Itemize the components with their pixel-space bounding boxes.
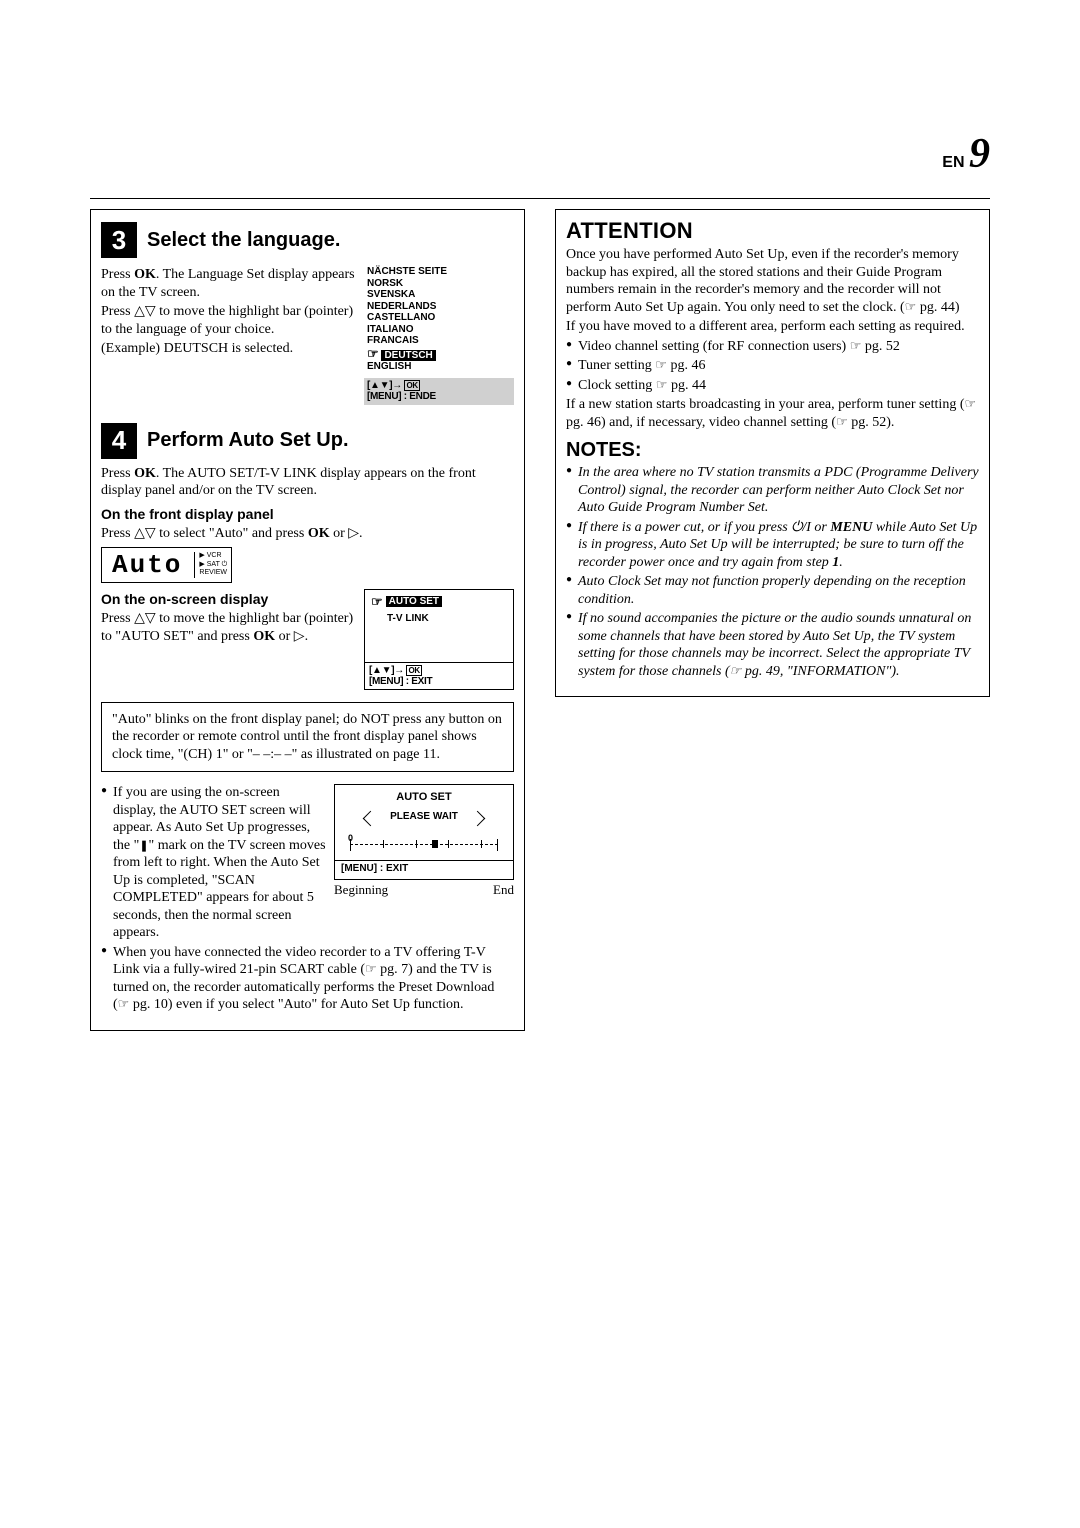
- down-icon: [382, 665, 392, 676]
- attn-bullets: Video channel setting (for RF connection…: [566, 338, 979, 395]
- page-ref-icon: [365, 962, 377, 977]
- pointer-icon: [371, 594, 383, 610]
- attn-p3: If a new station starts broadcasting in …: [566, 396, 979, 431]
- notes-list: In the area where no TV station transmit…: [566, 464, 979, 680]
- page-number: EN 9: [90, 130, 990, 178]
- attn-p1: Once you have performed Auto Set Up, eve…: [566, 246, 979, 316]
- down-icon: [380, 380, 390, 391]
- note2: If there is a power cut, or if you press…: [566, 519, 979, 572]
- triangle-down-icon: [145, 611, 156, 626]
- front-panel-heading: On the front display panel: [101, 506, 514, 524]
- step3-text: Press OK. The Language Set display appea…: [101, 264, 356, 360]
- page-columns: 3 Select the language. Press OK. The Lan…: [90, 209, 990, 1031]
- attention-title: ATTENTION: [566, 218, 979, 244]
- step4-header: 4 Perform Auto Set Up.: [101, 423, 514, 459]
- note4: If no sound accompanies the picture or t…: [566, 610, 979, 680]
- tv-autoset-menu: AUTO SET T-V LINK []→ OK [MENU] : EXIT: [364, 589, 514, 690]
- page-en: EN: [942, 154, 964, 171]
- tv-footer: []→ OK [MENU] : EXIT: [365, 662, 513, 689]
- triangle-up-icon: [134, 526, 145, 541]
- attn-b2: Tuner setting pg. 46: [566, 357, 979, 375]
- language-footer: []→ OK [MENU] : ENDE: [364, 378, 514, 405]
- segment-display: Auto ▶ VCR▶ SAT ⏻REVIEW: [101, 547, 232, 583]
- page-ref-icon: [656, 378, 668, 393]
- right-column: ATTENTION Once you have performed Auto S…: [555, 209, 990, 697]
- page-ref-icon: [730, 664, 742, 679]
- page-ref-icon: [655, 358, 667, 373]
- language-list: NÄCHSTE SEITENORSKSVENSKANEDERLANDSCASTE…: [364, 264, 514, 375]
- progress-stack: AUTO SET PLEASE WAIT 0 [MEN: [334, 784, 514, 898]
- step4-bullet2: When you have connected the video record…: [101, 944, 514, 1014]
- step4-number: 4: [101, 423, 137, 459]
- triangle-up-icon: [134, 611, 145, 626]
- step3-p2: Press to move the highlight bar (pointer…: [101, 303, 356, 338]
- progress-footer: [MENU] : EXIT: [335, 860, 513, 878]
- osd-paragraph: Press to move the highlight bar (pointer…: [101, 610, 356, 645]
- page-num: 9: [969, 131, 990, 177]
- step4-bullets: If you are using the on-screen display, …: [101, 784, 514, 1014]
- advice-box: "Auto" blinks on the front display panel…: [101, 702, 514, 773]
- up-icon: [372, 665, 382, 676]
- page-ref-icon: [850, 339, 862, 354]
- stop-mark-icon: [139, 838, 148, 853]
- ok-icon: OK: [406, 665, 421, 676]
- triangle-right-icon: [294, 629, 305, 644]
- page-ref-icon: [836, 415, 848, 430]
- progress-bar: 0: [342, 836, 506, 858]
- progress-screen: AUTO SET PLEASE WAIT 0 [MEN: [334, 784, 514, 880]
- step4-bullet1: If you are using the on-screen display, …: [101, 784, 514, 942]
- page-ref-icon: [964, 397, 976, 412]
- osd-row: On the on-screen display Press to move t…: [101, 589, 514, 690]
- segment-text: Auto: [106, 550, 188, 580]
- note3: Auto Clock Set may not function properly…: [566, 573, 979, 608]
- step3-title: Select the language.: [147, 229, 340, 252]
- attn-b1: Video channel setting (for RF connection…: [566, 338, 979, 356]
- note1: In the area where no TV station transmit…: [566, 464, 979, 517]
- attn-b3: Clock setting pg. 44: [566, 377, 979, 395]
- step3-header: 3 Select the language.: [101, 222, 514, 258]
- step3-number: 3: [101, 222, 137, 258]
- triangle-up-icon: [134, 304, 145, 319]
- step4-title: Perform Auto Set Up.: [147, 429, 349, 452]
- power-icon: [791, 520, 802, 535]
- triangle-down-icon: [145, 304, 156, 319]
- triangle-down-icon: [145, 526, 156, 541]
- segment-side: ▶ VCR▶ SAT ⏻REVIEW: [194, 552, 227, 577]
- osd-heading: On the on-screen display: [101, 591, 356, 609]
- step3-example: (Example) DEUTSCH is selected.: [101, 340, 356, 358]
- tv-item-tvlink: T-V LINK: [371, 613, 507, 624]
- attn-p2: If you have moved to a different area, p…: [566, 318, 979, 336]
- step3-body: Press OK. The Language Set display appea…: [101, 264, 514, 405]
- step4-line1: Press OK. The AUTO SET/T-V LINK display …: [101, 465, 514, 500]
- language-menu: NÄCHSTE SEITENORSKSVENSKANEDERLANDSCASTE…: [364, 264, 514, 405]
- progress-mark: [432, 840, 438, 848]
- left-column: 3 Select the language. Press OK. The Lan…: [90, 209, 525, 1031]
- ok-icon: OK: [404, 380, 419, 391]
- please-wait: PLEASE WAIT: [343, 811, 505, 824]
- page-ref-icon: [118, 997, 130, 1012]
- page-ref-icon: [905, 300, 917, 315]
- front-panel-text: Press to select "Auto" and press OK or .: [101, 525, 514, 543]
- beg-end-labels: Beginning End: [334, 880, 514, 898]
- top-rule: [90, 198, 990, 199]
- tv-item-autoset: AUTO SET: [371, 594, 507, 610]
- progress-title: AUTO SET: [343, 791, 505, 805]
- triangle-right-icon: [348, 526, 359, 541]
- up-icon: [370, 380, 380, 391]
- notes-title: NOTES:: [566, 439, 979, 462]
- step3-p1: Press OK. The Language Set display appea…: [101, 266, 356, 301]
- osd-text: On the on-screen display Press to move t…: [101, 589, 356, 648]
